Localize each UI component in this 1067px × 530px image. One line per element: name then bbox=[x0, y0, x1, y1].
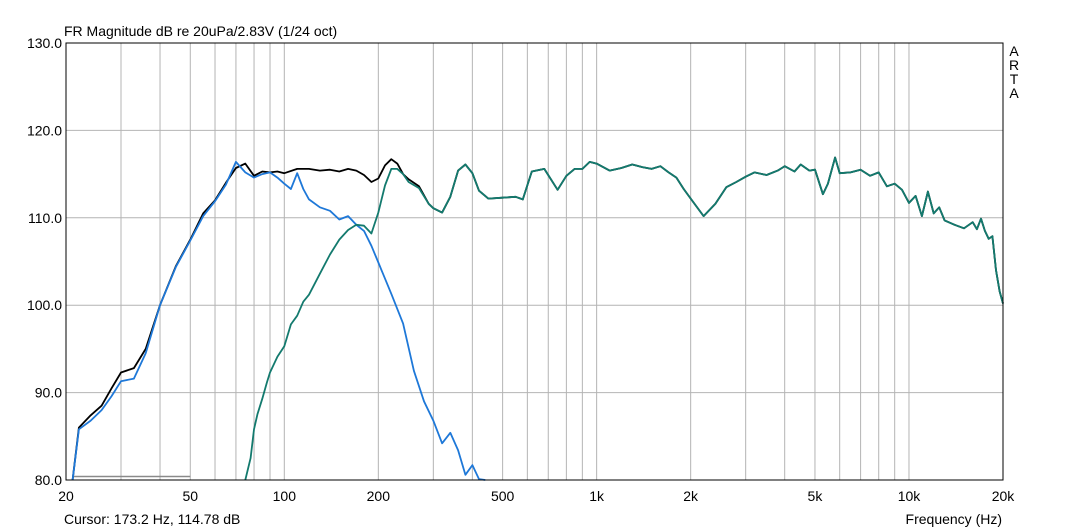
series-line-3 bbox=[244, 156, 1004, 481]
x-tick-label: 50 bbox=[183, 488, 199, 504]
x-tick-label: 2k bbox=[683, 488, 699, 504]
x-axis-label: Frequency (Hz) bbox=[905, 511, 1002, 527]
x-tick-label: 100 bbox=[273, 488, 297, 504]
logo-letter: A bbox=[1009, 85, 1019, 101]
y-tick-label: 110.0 bbox=[28, 210, 62, 226]
x-tick-label: 500 bbox=[491, 488, 515, 504]
x-tick-labels: 20 50 100 200 500 1k 2k 5k 10k 20k bbox=[58, 488, 1015, 504]
y-tick-labels: 80.0 90.0 100.0 110.0 120.0 130.0 bbox=[27, 35, 62, 488]
series-line-2 bbox=[71, 160, 486, 481]
y-tick-label: 130.0 bbox=[27, 35, 62, 51]
logo-letter: A bbox=[1009, 43, 1019, 59]
grid-lines bbox=[65, 42, 1004, 481]
cursor-readout: Cursor: 173.2 Hz, 114.78 dB bbox=[64, 511, 241, 527]
logo-letter: R bbox=[1008, 57, 1020, 73]
y-tick-label: 120.0 bbox=[27, 122, 62, 138]
x-tick-label: 20 bbox=[58, 488, 74, 504]
plot-frame bbox=[65, 42, 1004, 481]
y-tick-label: 100.0 bbox=[27, 297, 62, 313]
x-tick-label: 20k bbox=[992, 488, 1016, 504]
chart-title: FR Magnitude dB re 20uPa/2.83V (1/24 oct… bbox=[64, 23, 338, 39]
y-tick-label: 80.0 bbox=[35, 472, 62, 488]
logo-letter: T bbox=[1009, 71, 1019, 87]
x-tick-label: 1k bbox=[589, 488, 605, 504]
x-tick-label: 200 bbox=[367, 488, 391, 504]
x-tick-label: 5k bbox=[808, 488, 824, 504]
series-layer bbox=[71, 156, 1004, 481]
x-tick-label: 10k bbox=[898, 488, 922, 504]
y-tick-label: 90.0 bbox=[35, 385, 62, 401]
arta-logo: A R T A bbox=[1008, 44, 1020, 100]
